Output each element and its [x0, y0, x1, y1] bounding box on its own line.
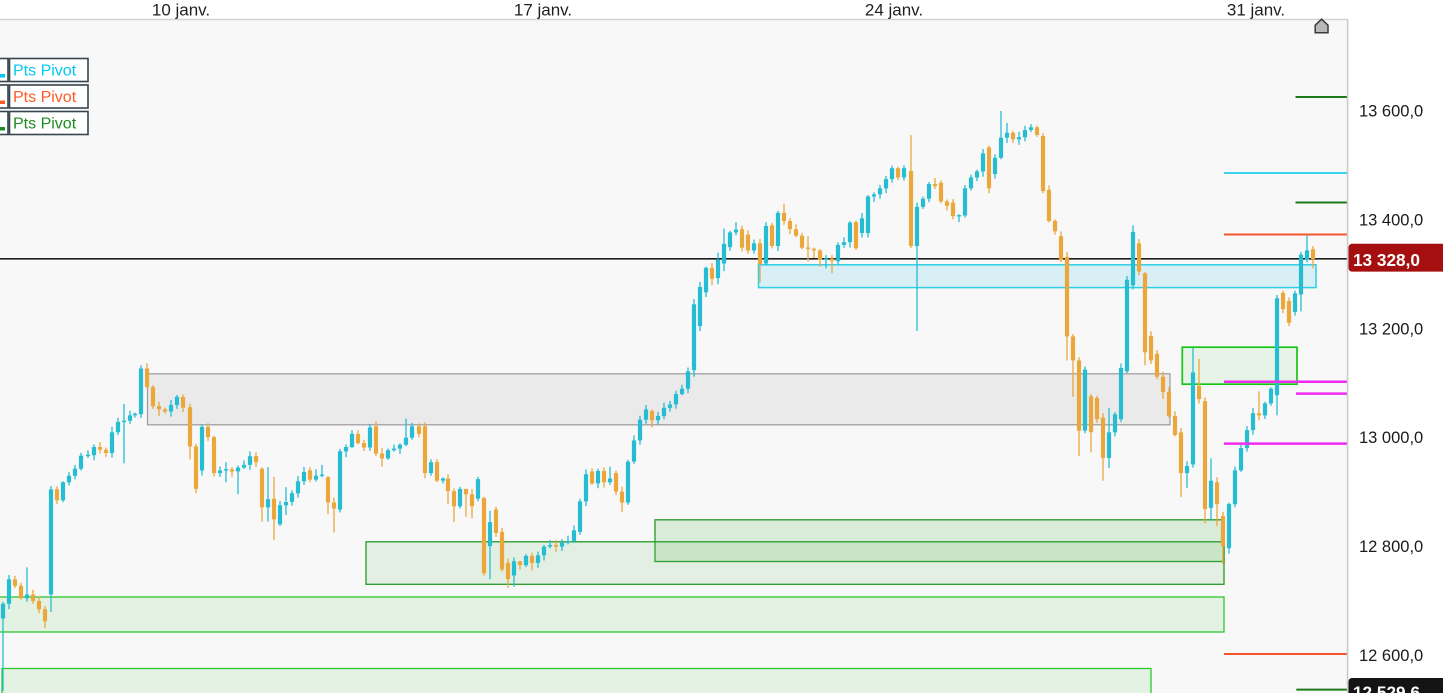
svg-text:17 janv.: 17 janv. [514, 1, 572, 20]
svg-text:12 800,0: 12 800,0 [1359, 538, 1423, 556]
svg-text:12 529,6: 12 529,6 [1353, 683, 1420, 693]
svg-text:13 600,0: 13 600,0 [1359, 103, 1423, 121]
svg-text:10 janv.: 10 janv. [152, 1, 210, 20]
svg-text:13 400,0: 13 400,0 [1359, 211, 1423, 229]
svg-text:13 328,0: 13 328,0 [1353, 250, 1420, 270]
svg-text:Pts Pivot: Pts Pivot [13, 89, 77, 106]
svg-text:12 600,0: 12 600,0 [1359, 647, 1423, 665]
svg-text:Pts Pivot: Pts Pivot [13, 116, 77, 133]
svg-text:13 200,0: 13 200,0 [1359, 320, 1423, 338]
svg-text:13 000,0: 13 000,0 [1359, 429, 1423, 447]
svg-text:Pts Pivot: Pts Pivot [13, 63, 77, 80]
svg-text:24 janv.: 24 janv. [865, 1, 923, 20]
svg-text:31 janv.: 31 janv. [1227, 1, 1285, 20]
